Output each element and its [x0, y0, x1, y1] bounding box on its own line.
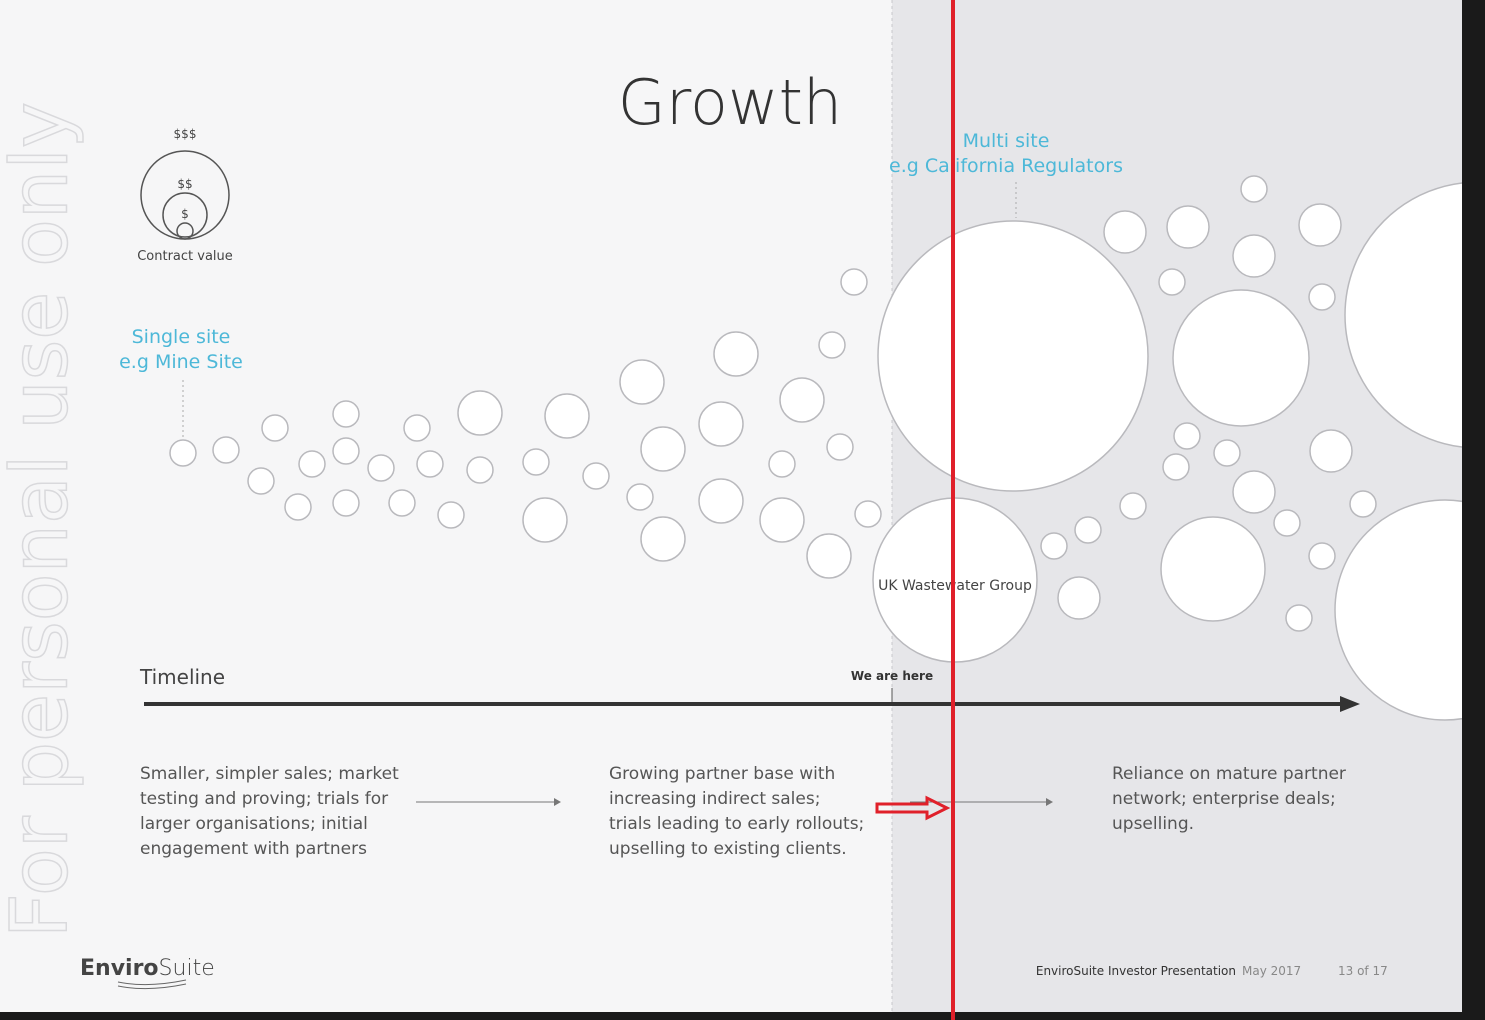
description-line: trials leading to early rollouts; — [609, 814, 864, 834]
marker-label: We are here — [851, 669, 933, 683]
bubble — [1213, 439, 1241, 467]
bubble — [877, 220, 1149, 492]
footer-date: May 2017 — [1242, 964, 1301, 978]
bubble — [1308, 283, 1336, 311]
bubble — [1273, 509, 1301, 537]
legend-caption: Contract value — [137, 249, 233, 264]
description-line: larger organisations; initial — [140, 814, 368, 834]
description-line: Smaller, simpler sales; market — [140, 764, 399, 784]
description-line: upselling to existing clients. — [609, 839, 847, 859]
description-line: increasing indirect sales; — [609, 789, 820, 809]
bubble — [403, 414, 431, 442]
bubble — [806, 533, 852, 579]
footer-presentation: EnviroSuite Investor Presentation — [1036, 964, 1236, 978]
description-line: Growing partner base with — [609, 764, 835, 784]
bubble — [1232, 234, 1276, 278]
bubble — [779, 377, 825, 423]
bubble — [1160, 516, 1266, 622]
bubble — [840, 268, 868, 296]
bubble — [544, 393, 590, 439]
annotation-arrow — [875, 795, 951, 821]
bubble — [818, 331, 846, 359]
timeline-arrowhead — [1340, 696, 1360, 712]
bubbles — [169, 175, 1462, 721]
bubble — [332, 437, 360, 465]
bubble — [457, 390, 503, 436]
descriptions: Smaller, simpler sales; market testing an… — [140, 764, 1346, 859]
bubble — [284, 493, 312, 521]
description-line: engagement with partners — [140, 839, 367, 859]
bubble — [826, 433, 854, 461]
bubble — [416, 450, 444, 478]
bubble — [619, 359, 665, 405]
bubble — [1173, 422, 1201, 450]
bubble — [1309, 429, 1353, 473]
bubble — [1074, 516, 1102, 544]
bubble — [1103, 210, 1147, 254]
bubble — [261, 414, 289, 442]
bubble — [332, 400, 360, 428]
brand-light: Suite — [159, 956, 215, 981]
bubble — [1158, 268, 1186, 296]
bubble — [1232, 470, 1276, 514]
description-line: network; enterprise deals; — [1112, 789, 1336, 809]
bubble — [626, 483, 654, 511]
bubble — [1172, 289, 1310, 427]
bubble — [1240, 175, 1268, 203]
bubble — [582, 462, 610, 490]
bubble — [247, 467, 275, 495]
watermark: For personal use only — [0, 102, 85, 938]
bubble — [1057, 576, 1101, 620]
bubble — [1040, 532, 1068, 560]
highlight-label: UK Wastewater Group — [878, 578, 1032, 594]
description-line: Reliance on mature partner — [1112, 764, 1346, 784]
bubble — [1344, 182, 1462, 448]
description-line: upselling. — [1112, 814, 1194, 834]
legend-small: $ — [181, 207, 189, 221]
legend: $$$ $$ $ Contract value — [137, 127, 233, 264]
bubble — [522, 497, 568, 543]
bubble — [169, 439, 197, 467]
bubble — [1162, 453, 1190, 481]
bubble — [640, 516, 686, 562]
bubble — [1166, 205, 1210, 249]
bubble — [437, 501, 465, 529]
bubble — [713, 331, 759, 377]
bubble — [298, 450, 326, 478]
bubble — [522, 448, 550, 476]
bubble — [388, 489, 416, 517]
bubble — [768, 450, 796, 478]
bubble — [332, 489, 360, 517]
bubble — [698, 401, 744, 447]
bubble — [640, 426, 686, 472]
bubble — [1308, 542, 1336, 570]
title: Growth — [618, 66, 842, 139]
bubble — [854, 500, 882, 528]
single-site-label: Single site — [132, 326, 231, 348]
footer-page: 13 of 17 — [1338, 964, 1388, 978]
timeline-label: Timeline — [139, 665, 225, 689]
brand: EnviroSuite — [80, 956, 215, 981]
multi-site-label: Multi site — [963, 130, 1050, 152]
bubble — [466, 456, 494, 484]
bubble — [1285, 604, 1313, 632]
description-line: testing and proving; trials for — [140, 789, 388, 809]
bubble — [1334, 499, 1462, 721]
brand-bold: Enviro — [80, 956, 159, 981]
legend-medium: $$ — [177, 177, 192, 191]
bubble — [759, 497, 805, 543]
bubble — [212, 436, 240, 464]
multi-site-example: e.g California Regulators — [889, 155, 1123, 177]
brand-waves — [117, 979, 187, 990]
bubble — [1349, 490, 1377, 518]
single-site-example: e.g Mine Site — [119, 351, 243, 373]
bubble — [1298, 203, 1342, 247]
legend-large: $$$ — [174, 127, 197, 141]
bubble — [367, 454, 395, 482]
bubble — [698, 478, 744, 524]
bubble — [1119, 492, 1147, 520]
